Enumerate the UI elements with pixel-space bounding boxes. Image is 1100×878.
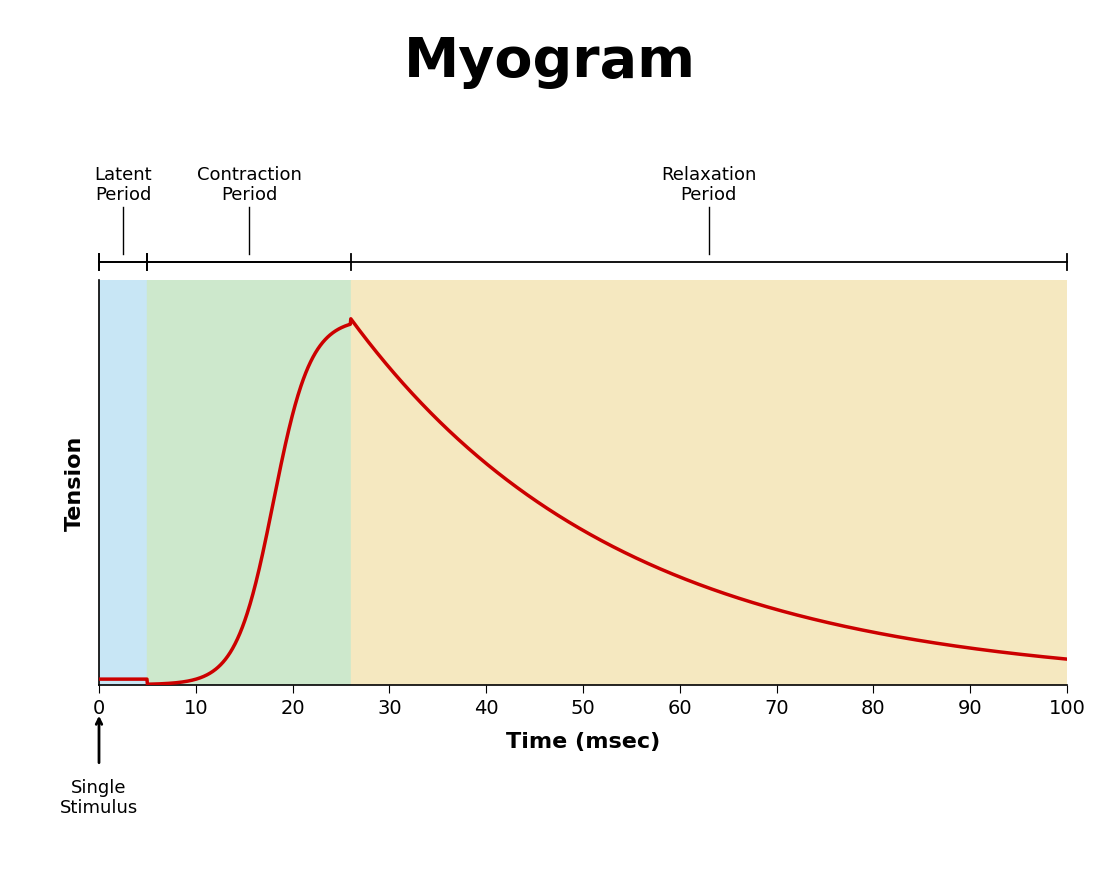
Bar: [147, 281, 351, 685]
Text: Single
Stimulus: Single Stimulus: [59, 778, 139, 817]
Text: Relaxation
Period: Relaxation Period: [661, 165, 757, 205]
Text: Contraction
Period: Contraction Period: [197, 165, 301, 205]
Bar: [351, 281, 1067, 685]
Bar: [99, 281, 147, 685]
Text: Latent
Period: Latent Period: [95, 165, 152, 205]
Text: Myogram: Myogram: [404, 35, 696, 89]
Y-axis label: Tension: Tension: [65, 435, 85, 530]
X-axis label: Time (msec): Time (msec): [506, 730, 660, 751]
